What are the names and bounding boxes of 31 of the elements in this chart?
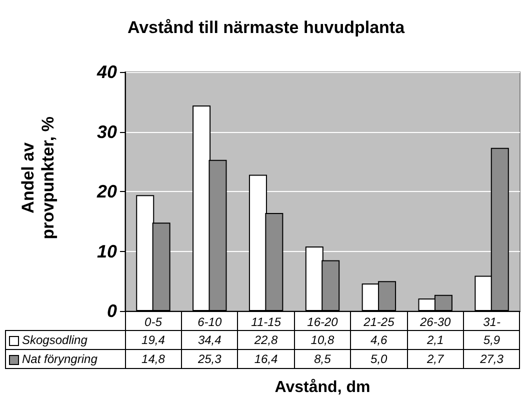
data-label: 19,4 [125,330,182,350]
x-tick-label: 16-20 [307,315,338,329]
chart-title: Avstånd till närmaste huvudplanta [127,18,406,37]
x-tick-label: 0-5 [144,315,162,329]
data-label: 10,8 [294,330,351,350]
data-label: 4,6 [350,330,408,350]
data-label: 16,4 [238,350,294,368]
data-label: 27,3 [464,350,520,368]
data-label: 2,1 [407,330,464,350]
legend-label: Skogsodling [6,330,125,350]
data-label: 8,5 [294,350,351,368]
y-tick-label: 0 [106,301,117,321]
x-tick-label: 21-25 [362,315,395,329]
x-tick-label: 26-30 [419,315,452,329]
data-label: 5,0 [350,350,408,368]
legend-label: Nat föryngring [6,350,125,368]
x-tick-label: 6-10 [198,315,222,329]
x-axis-title: Avstånd, dm [274,379,372,397]
x-tick-label: 31- [483,315,500,329]
data-label: 5,9 [464,330,520,350]
y-tick-label: 40 [96,62,117,82]
data-label: 14,8 [125,350,182,368]
data-label: 25,3 [181,350,238,368]
data-label: 2,7 [407,350,464,368]
x-tick-label: 11-15 [251,315,282,329]
data-label: 22,8 [238,330,294,350]
y-tick-label: 20 [96,182,117,202]
y-axis-title: Andel av provpunkter, % [18,116,58,240]
data-label: 34,4 [181,330,238,350]
y-tick-label: 10 [96,241,117,262]
y-tick-label: 30 [96,122,117,142]
